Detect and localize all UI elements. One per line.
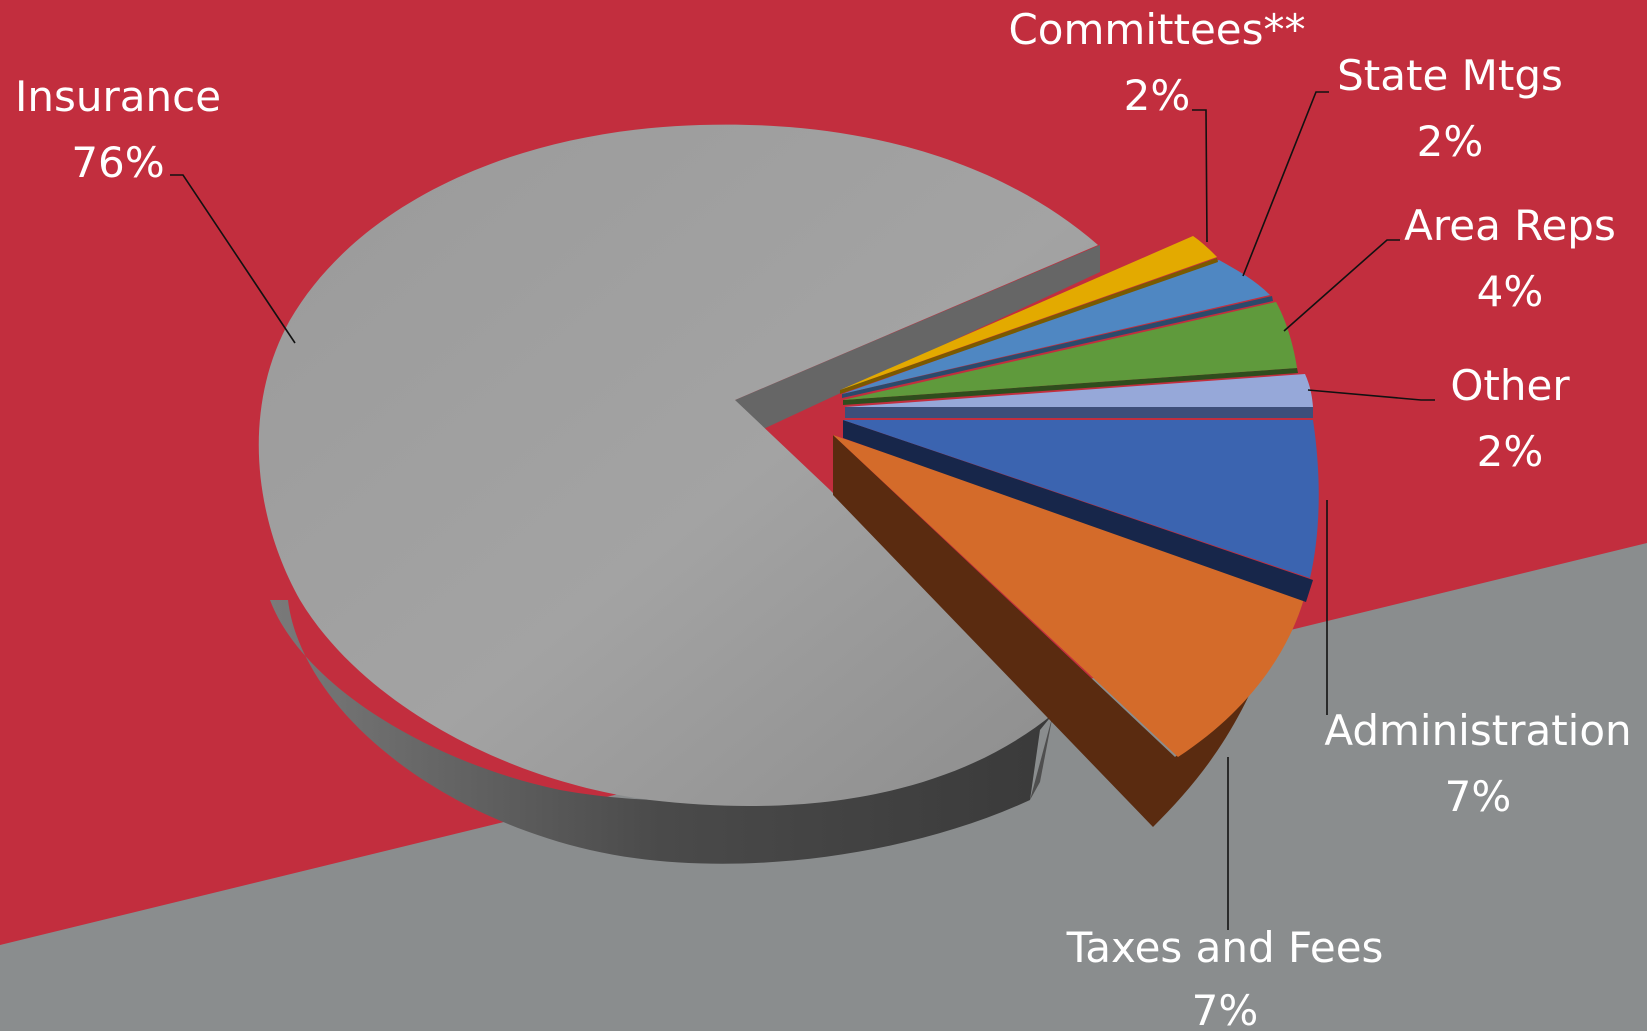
- data-label-administration-name: Administration: [1324, 706, 1631, 755]
- data-label-committees-name: Committees**: [1008, 5, 1305, 54]
- slice-top-other: [845, 374, 1313, 407]
- data-label-taxes-and-fees-name: Taxes and Fees: [1066, 923, 1384, 972]
- slice-top-insurance: [258, 124, 1099, 807]
- slice-top-committees: [840, 236, 1217, 390]
- data-label-area-reps-value: 4%: [1477, 267, 1544, 316]
- leader-line-insurance: [170, 174, 296, 344]
- data-label-committees-value: 2%: [1124, 71, 1191, 120]
- slice-side-committees: [840, 258, 1218, 394]
- data-label-insurance-value: 76%: [71, 138, 164, 187]
- leader-line-other: [1307, 389, 1435, 401]
- pie-slice-other: [845, 374, 1313, 418]
- data-label-other-value: 2%: [1477, 427, 1544, 476]
- slice-side-administration: [843, 420, 1313, 602]
- slice-side-other: [845, 407, 1313, 418]
- slice-top-area-reps: [843, 302, 1297, 400]
- leader-line-committees: [1192, 109, 1208, 243]
- pie-slice-area-reps: [843, 302, 1298, 405]
- slice-side-insurance: [270, 600, 1053, 864]
- pie-slice-taxes-and-fees: [833, 435, 1305, 827]
- data-label-area-reps-name: Area Reps: [1404, 201, 1616, 250]
- slice-top-state-mtgs: [842, 260, 1270, 394]
- data-label-state-mtgs-value: 2%: [1417, 117, 1484, 166]
- pie-slice-insurance: [258, 124, 1100, 864]
- pie-slice-committees: [840, 236, 1218, 394]
- slice-side-area-reps: [843, 368, 1298, 405]
- data-label-administration-value: 7%: [1445, 772, 1512, 821]
- slice-inner-wall-insurance: [735, 245, 1100, 432]
- slice-top-taxes: [833, 435, 1305, 757]
- data-label-other-name: Other: [1450, 361, 1570, 410]
- pie-slice-administration: [843, 420, 1319, 602]
- slice-top-administration: [843, 420, 1319, 578]
- slice-side-state-mtgs: [842, 296, 1273, 398]
- slice-cut-wall-insurance: [1030, 714, 1053, 800]
- data-label-insurance-name: Insurance: [15, 72, 221, 121]
- leader-line-area-reps: [1283, 239, 1400, 332]
- data-label-state-mtgs-name: State Mtgs: [1337, 51, 1563, 100]
- data-label-taxes-and-fees-value: 7%: [1192, 986, 1259, 1031]
- leader-line-state-mtgs: [1242, 91, 1329, 277]
- pie-slice-state-mtgs: [842, 260, 1273, 398]
